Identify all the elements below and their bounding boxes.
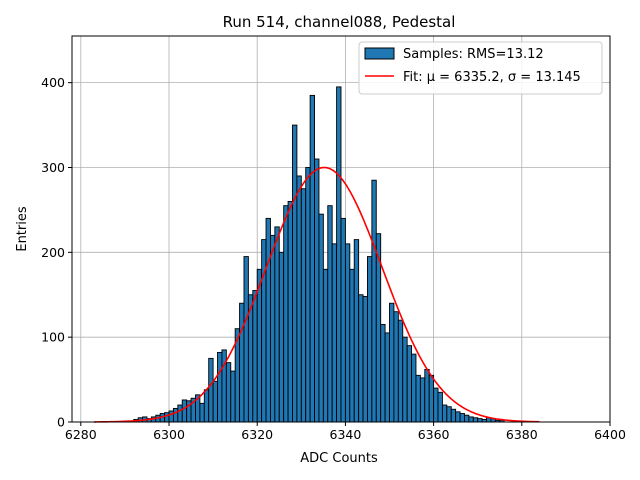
histogram-bar xyxy=(406,345,413,423)
y-axis-label: Entries xyxy=(15,206,30,252)
fit-curve xyxy=(94,166,540,423)
x-tick-label: 6380 xyxy=(506,427,538,442)
histogram-bar xyxy=(450,408,457,423)
histogram-bar xyxy=(318,213,324,423)
y-tick-label: 200 xyxy=(41,245,65,260)
histogram-bar xyxy=(428,374,435,423)
histogram-bar xyxy=(225,362,232,423)
histogram-bar xyxy=(397,319,404,423)
histogram-bar xyxy=(296,175,302,423)
x-tick-label: 6320 xyxy=(241,427,273,442)
histogram-bar xyxy=(239,302,245,423)
plot-frame xyxy=(71,35,611,423)
x-tick-label: 6400 xyxy=(594,427,626,442)
histogram-bar xyxy=(177,404,183,423)
histogram-bar xyxy=(309,94,315,423)
histogram-bar xyxy=(269,234,276,423)
histogram-bar xyxy=(367,256,373,423)
x-tick-label: 6300 xyxy=(153,427,185,442)
histogram-bar xyxy=(433,387,439,423)
histogram-bar xyxy=(336,86,342,423)
histogram-bar xyxy=(278,251,285,423)
histogram-bar xyxy=(305,167,311,423)
histogram-bar xyxy=(331,243,338,423)
histogram-bar xyxy=(477,418,483,423)
y-axis-ticks: 0 100 200 300 400 xyxy=(41,75,72,430)
histogram-bar xyxy=(230,370,236,423)
x-tick-label: 6360 xyxy=(418,427,450,442)
x-tick-label: 6340 xyxy=(330,427,362,442)
histogram-bar xyxy=(217,351,223,423)
histogram-bar xyxy=(261,239,267,423)
histogram-bar xyxy=(322,268,329,423)
chart-title: Run 514, channel088, Pedestal xyxy=(223,13,456,31)
histogram-bar xyxy=(468,416,474,423)
histogram-bar xyxy=(446,406,452,423)
histogram-bar xyxy=(168,410,174,423)
legend: Samples: RMS=13.12 Fit: μ = 6335.2, σ = … xyxy=(358,41,603,95)
histogram-bar xyxy=(203,389,210,423)
histogram-bar xyxy=(208,357,214,423)
histogram-bar xyxy=(424,368,430,423)
histogram-bar xyxy=(252,290,258,423)
histogram-bar xyxy=(287,200,293,423)
histogram-bar xyxy=(393,311,399,423)
histogram-bar xyxy=(362,295,368,423)
histogram-bar xyxy=(344,243,351,423)
histogram-bar xyxy=(300,188,307,423)
histogram-bar xyxy=(292,124,298,423)
histogram-bar xyxy=(371,179,377,423)
histogram-bar xyxy=(380,323,386,423)
y-tick-label: 0 xyxy=(57,415,65,430)
histogram-bar xyxy=(384,332,390,423)
legend-fit-label: Fit: μ = 6335.2, σ = 13.145 xyxy=(403,70,581,85)
histogram-bar xyxy=(212,380,218,423)
histogram-bar xyxy=(419,377,426,423)
histogram-bar xyxy=(455,411,461,423)
histogram-bar xyxy=(340,217,346,423)
histogram-bar xyxy=(415,374,421,423)
x-tick-label: 6280 xyxy=(65,427,97,442)
legend-samples-swatch xyxy=(364,47,395,60)
histogram-bar xyxy=(199,402,205,423)
histogram-bar xyxy=(243,256,249,423)
histogram-bars xyxy=(133,86,505,423)
histogram-bar xyxy=(464,414,470,423)
x-axis-ticks: 6280 6300 6320 6340 6360 6380 6400 xyxy=(65,422,626,442)
histogram-bar xyxy=(411,353,417,423)
histogram-bar xyxy=(349,268,355,423)
histogram-bar xyxy=(274,226,280,423)
histogram-bar xyxy=(181,399,188,423)
legend-samples-label: Samples: RMS=13.12 xyxy=(403,47,544,62)
x-axis-label: ADC Counts xyxy=(300,451,378,466)
y-tick-label: 400 xyxy=(41,75,65,90)
histogram-bar xyxy=(459,413,465,423)
histogram-bar xyxy=(327,205,333,423)
histogram-bar xyxy=(265,217,271,423)
histogram-bar xyxy=(256,268,263,423)
histogram-bar xyxy=(358,294,364,423)
histogram-bar xyxy=(402,336,408,423)
histogram-bar xyxy=(353,239,360,423)
histogram-bar xyxy=(283,205,289,423)
y-tick-label: 300 xyxy=(41,160,65,175)
histogram-bar xyxy=(314,158,320,423)
histogram-bar xyxy=(472,417,479,423)
histogram-bar xyxy=(164,412,170,423)
fit-curve-group xyxy=(94,166,540,423)
histogram-bar xyxy=(172,407,179,423)
histogram-bar xyxy=(441,404,448,423)
legend-box xyxy=(358,41,603,95)
histogram-bar xyxy=(389,302,395,423)
histogram-bar xyxy=(437,391,443,423)
y-tick-label: 100 xyxy=(41,330,65,345)
